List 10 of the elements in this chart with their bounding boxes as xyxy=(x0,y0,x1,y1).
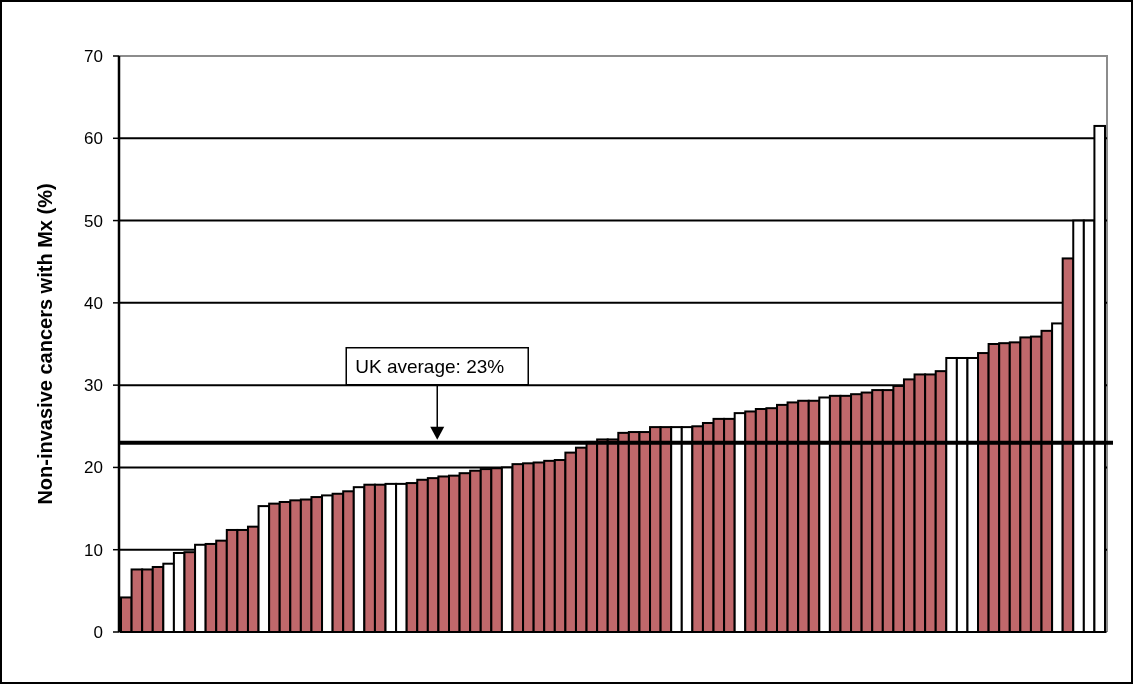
y-tick-label: 70 xyxy=(84,46,103,66)
y-tick-label: 40 xyxy=(84,293,103,313)
y-tick-label: 10 xyxy=(84,540,103,560)
y-tick-label: 50 xyxy=(84,211,103,231)
y-tick-label: 30 xyxy=(84,376,103,396)
y-tick-label: 20 xyxy=(84,458,103,478)
y-tick-label: 60 xyxy=(84,129,103,149)
ref-line-label: UK average: 23% xyxy=(355,356,505,378)
y-tick-label: 0 xyxy=(93,622,103,642)
y-axis-title: Non-invasive cancers with Mx (%) xyxy=(34,183,56,505)
